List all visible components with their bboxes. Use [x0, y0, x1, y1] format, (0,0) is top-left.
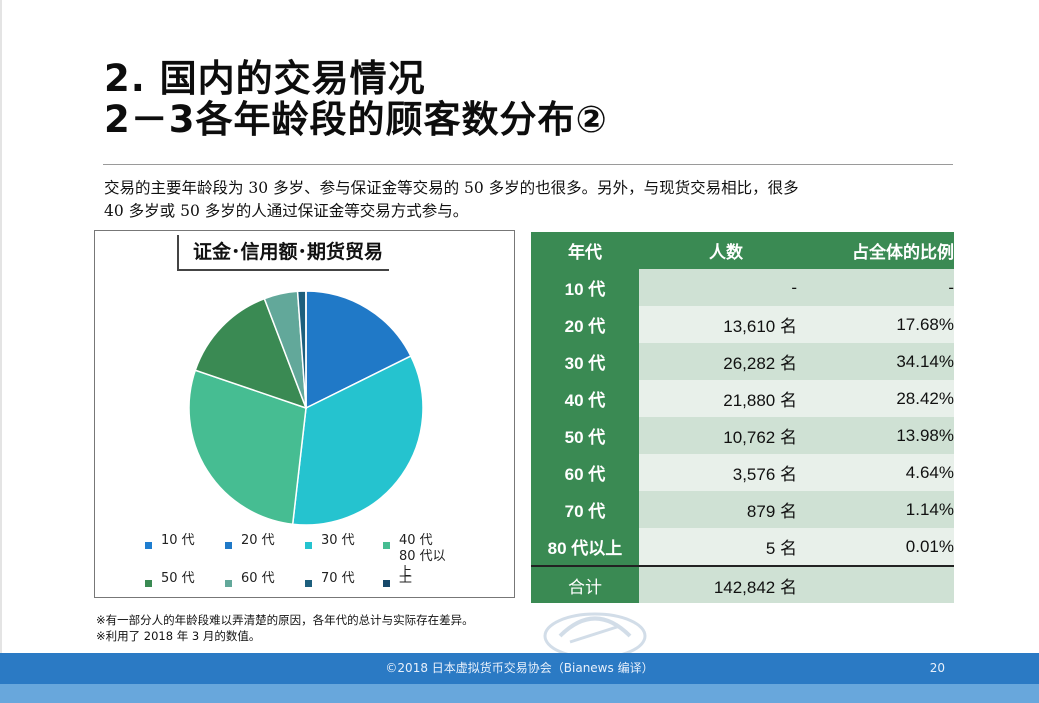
legend-item: 60 代 — [225, 571, 275, 587]
legend-item: 10 代 — [145, 533, 195, 549]
chart-title: 证金･信用额･期货贸易 — [177, 235, 390, 271]
legend-label: 70 代 — [321, 571, 355, 586]
cell-percent: 34.14% — [797, 343, 954, 380]
legend-item: 上 — [383, 571, 412, 587]
cell-percent: 28.42% — [797, 380, 954, 417]
table-row: 60 代 3,576 名 4.64% — [531, 454, 954, 491]
pie-chart-panel: 证金･信用额･期货贸易 10 代 20 代 30 代 40 代 80 代以上 50 代 6… — [94, 230, 515, 598]
title-divider — [103, 164, 953, 165]
chart-legend: 10 代 20 代 30 代 40 代 80 代以上 50 代 60 代 70 代 上 — [145, 533, 485, 593]
cell-count: 26,282 名 — [639, 343, 797, 380]
footnotes: ※有一部分人的年龄段难以弄清楚的原因，各年代的总计与实际存在差异。 ※利用了 2… — [96, 612, 474, 644]
footer-strip — [0, 684, 1039, 703]
table-row: 50 代 10,762 名 13.98% — [531, 417, 954, 454]
table-row: 10 代-- — [531, 269, 954, 306]
pie-slice-3 — [291, 355, 424, 526]
legend-label: 20 代 — [241, 533, 275, 548]
cell-era: 70 代 — [531, 491, 639, 528]
legend-swatch — [305, 580, 312, 587]
legend-label: 10 代 — [161, 533, 195, 548]
legend-label: 上 — [399, 571, 413, 586]
footer-bar: ©2018 日本虚拟货币交易协会（Bianews 编译） 20 — [0, 653, 1039, 684]
cell-era: 30 代 — [531, 343, 639, 380]
cell-era: 60 代 — [531, 454, 639, 491]
cell-count: 21,880 名 — [639, 380, 797, 417]
total-percent — [797, 565, 954, 603]
cell-percent: 13.98% — [797, 417, 954, 454]
page-number: 20 — [929, 661, 945, 675]
intro-line-1: 交易的主要年龄段为 30 多岁、参与保证金等交易的 50 多岁的也很多。另外，与… — [104, 179, 799, 197]
cell-percent: - — [797, 269, 954, 306]
header-count: 人数 — [639, 232, 797, 269]
cell-era: 50 代 — [531, 417, 639, 454]
table-body: 10 代 - -20 代 13,610 名 17.68% 30 代 26,282 名 34.1… — [531, 269, 954, 603]
legend-swatch — [145, 580, 152, 587]
pie-slice-4 — [188, 369, 307, 526]
page-title: 2. 国内的交易情况 2－3各年龄段的顾客数分布② — [104, 58, 608, 140]
legend-item: 50 代 — [145, 571, 195, 587]
header-percent: 占全体的比例 — [797, 232, 954, 269]
cell-era: 80 代以上 — [531, 528, 639, 566]
legend-label: 30 代 — [321, 533, 355, 548]
age-distribution-table: 年代 人数 占全体的比例 10 代 - -20 代 13,610 名 17.68% 30 … — [531, 232, 954, 603]
cell-count: 10,762 名 — [639, 417, 797, 454]
cell-era: 20 代 — [531, 306, 639, 343]
legend-swatch — [225, 580, 232, 587]
cell-count: - — [639, 269, 797, 306]
intro-line-2: 40 多岁或 50 多岁的人通过保证金等交易方式参与。 — [104, 202, 469, 220]
legend-swatch — [383, 580, 390, 587]
table-row: 40 代 21,880 名 28.42% — [531, 380, 954, 417]
footer-copyright: ©2018 日本虚拟货币交易协会（Bianews 编译） — [385, 661, 654, 675]
legend-swatch — [305, 542, 312, 549]
legend-item: 70 代 — [305, 571, 355, 587]
cell-count: 879 名 — [639, 491, 797, 528]
left-edge-rule — [0, 0, 2, 703]
legend-item: 30 代 — [305, 533, 355, 549]
table-header-row: 年代 人数 占全体的比例 — [531, 232, 954, 269]
legend-swatch — [145, 542, 152, 549]
legend-label: 60 代 — [241, 571, 275, 586]
legend-label: 40 代 80 代以上 — [399, 533, 446, 580]
cell-count: 3,576 名 — [639, 454, 797, 491]
cell-percent: 0.01% — [797, 528, 954, 566]
cell-era: 40 代 — [531, 380, 639, 417]
total-count: 142,842 名 — [639, 565, 797, 603]
legend-label: 50 代 — [161, 571, 195, 586]
legend-item: 20 代 — [225, 533, 275, 549]
title-line-2: 2－3各年龄段的顾客数分布② — [104, 98, 608, 141]
pie-slice-2 — [305, 290, 412, 410]
legend-swatch — [383, 542, 390, 549]
cell-count: 5 名 — [639, 528, 797, 566]
table-row: 70 代 879 名 1.14% — [531, 491, 954, 528]
intro-text: 交易的主要年龄段为 30 多岁、参与保证金等交易的 50 多岁的也很多。另外，与… — [104, 177, 944, 223]
cell-percent: 1.14% — [797, 491, 954, 528]
cell-era: 10 代 — [531, 269, 639, 306]
legend-swatch — [225, 542, 232, 549]
table-total-row: 合计 142,842 名 — [531, 565, 954, 603]
cell-percent: 17.68% — [797, 306, 954, 343]
cell-percent: 4.64% — [797, 454, 954, 491]
pie-chart — [188, 290, 424, 526]
title-line-1: 2. 国内的交易情况 — [104, 57, 426, 100]
table-row: 80 代以上 5 名 0.01% — [531, 528, 954, 566]
table-row: 20 代 13,610 名 17.68% — [531, 306, 954, 343]
total-label: 合计 — [531, 565, 639, 603]
pie-slice-5 — [194, 297, 308, 410]
header-era: 年代 — [531, 232, 639, 269]
footnote-2: ※利用了 2018 年 3 月的数值。 — [96, 629, 261, 643]
table-row: 30 代 26,282 名 34.14% — [531, 343, 954, 380]
footnote-1: ※有一部分人的年龄段难以弄清楚的原因，各年代的总计与实际存在差异。 — [96, 613, 474, 627]
legend-item: 40 代 80 代以上 — [383, 533, 457, 581]
cell-count: 13,610 名 — [639, 306, 797, 343]
